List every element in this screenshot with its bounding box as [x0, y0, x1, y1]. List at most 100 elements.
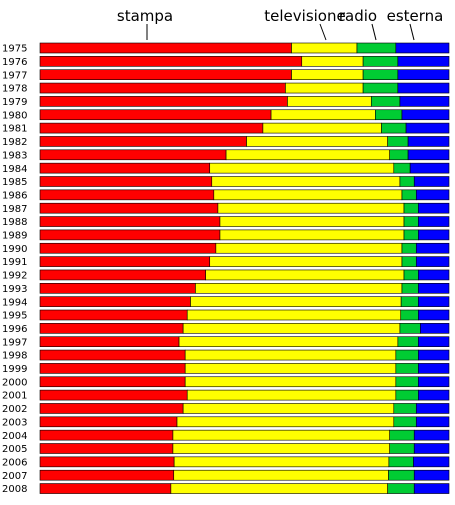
bar-televisione-1997 — [178, 336, 399, 348]
bar-radio-1980 — [375, 109, 403, 121]
bars — [39, 42, 450, 494]
bar-radio-2008 — [387, 483, 415, 494]
bar-radio-1975 — [356, 42, 397, 54]
year-label-1985: 1985 — [2, 177, 27, 188]
bar-esterna-2006 — [413, 456, 450, 468]
bar-esterna-1981 — [405, 122, 450, 134]
bar-televisione-1976 — [301, 56, 364, 67]
bar-radio-2007 — [388, 469, 415, 481]
year-label-2007: 2007 — [2, 471, 27, 482]
year-label-1981: 1981 — [2, 124, 27, 135]
bar-esterna-1990 — [415, 242, 450, 254]
bar-televisione-1995 — [186, 309, 402, 321]
bar-televisione-2005 — [172, 443, 390, 454]
bar-stampa-1990 — [39, 242, 217, 254]
year-label-1987: 1987 — [2, 204, 27, 215]
bar-stampa-2001 — [39, 389, 188, 401]
year-label-1975: 1975 — [2, 44, 27, 55]
bar-esterna-1989 — [418, 229, 450, 241]
bar-televisione-1991 — [209, 256, 403, 267]
bar-radio-1999 — [395, 363, 419, 374]
bar-stampa-1976 — [39, 56, 303, 67]
year-label-1991: 1991 — [2, 257, 27, 268]
bar-radio-1989 — [403, 229, 419, 241]
legend-leader-radio — [371, 23, 377, 41]
year-label-1978: 1978 — [2, 84, 27, 95]
bar-stampa-1993 — [39, 282, 196, 294]
bar-stampa-1978 — [39, 82, 286, 94]
year-label-2005: 2005 — [2, 444, 27, 455]
bar-stampa-2000 — [39, 376, 186, 388]
bar-esterna-2004 — [413, 429, 450, 441]
bar-esterna-1994 — [418, 296, 450, 307]
year-label-1986: 1986 — [2, 190, 27, 201]
bar-esterna-1976 — [397, 56, 450, 67]
bar-televisione-1985 — [211, 176, 401, 187]
bar-esterna-1979 — [399, 96, 450, 107]
legend-label-stampa: stampa — [117, 7, 173, 25]
bar-esterna-1997 — [418, 336, 450, 348]
year-label-1990: 1990 — [2, 244, 27, 255]
year-label-1980: 1980 — [2, 110, 27, 121]
bar-televisione-1990 — [215, 242, 403, 254]
legend-leader-televisione — [319, 23, 327, 41]
bar-stampa-1998 — [39, 349, 186, 361]
bar-televisione-2008 — [170, 483, 388, 494]
year-label-1979: 1979 — [2, 97, 27, 108]
bar-radio-1985 — [399, 176, 415, 187]
bar-radio-2003 — [393, 416, 417, 428]
bar-radio-1988 — [403, 216, 419, 227]
bar-esterna-1982 — [407, 136, 450, 147]
bar-esterna-1978 — [397, 82, 450, 94]
bar-stampa-1997 — [39, 336, 180, 348]
bar-stampa-1991 — [39, 256, 211, 267]
bar-radio-1997 — [397, 336, 419, 348]
bar-radio-1994 — [400, 296, 419, 307]
bar-stampa-1988 — [39, 216, 221, 227]
bar-esterna-2003 — [415, 416, 450, 428]
bar-radio-1993 — [401, 282, 419, 294]
bar-esterna-1980 — [401, 109, 450, 121]
year-label-1996: 1996 — [2, 324, 27, 335]
bar-stampa-1989 — [39, 229, 221, 241]
year-label-1989: 1989 — [2, 231, 27, 242]
legend-label-televisione: televisione — [264, 7, 345, 25]
bar-esterna-1977 — [397, 69, 450, 80]
bar-radio-1995 — [400, 309, 419, 321]
year-label-1994: 1994 — [2, 297, 27, 308]
bar-televisione-1996 — [182, 323, 401, 334]
bar-televisione-2007 — [173, 469, 389, 481]
bar-esterna-1985 — [413, 176, 450, 187]
bar-stampa-2004 — [39, 429, 174, 441]
bar-radio-1998 — [395, 349, 419, 361]
bar-esterna-1996 — [420, 323, 450, 334]
bar-televisione-2003 — [176, 416, 395, 428]
bar-radio-1979 — [370, 96, 401, 107]
bar-esterna-2008 — [413, 483, 450, 494]
bar-stampa-2002 — [39, 403, 184, 414]
bar-esterna-1993 — [418, 282, 450, 294]
year-label-2000: 2000 — [2, 377, 27, 388]
year-label-2002: 2002 — [2, 404, 27, 415]
year-label-1983: 1983 — [2, 150, 27, 161]
bar-stampa-2006 — [39, 456, 175, 468]
bar-televisione-1989 — [219, 229, 405, 241]
bar-esterna-2000 — [418, 376, 450, 388]
legend-leader-esterna — [409, 23, 415, 41]
bar-stampa-2007 — [39, 469, 175, 481]
year-label-2006: 2006 — [2, 457, 27, 468]
bar-televisione-1981 — [262, 122, 382, 134]
bar-esterna-1988 — [418, 216, 450, 227]
bar-stampa-1995 — [39, 309, 188, 321]
bar-radio-2004 — [389, 429, 415, 441]
bar-televisione-1980 — [270, 109, 376, 121]
bar-esterna-1992 — [418, 269, 450, 281]
bar-radio-1976 — [362, 56, 399, 67]
bar-stampa-1996 — [39, 323, 184, 334]
bar-stampa-1983 — [39, 149, 227, 161]
bar-radio-1992 — [403, 269, 419, 281]
bar-radio-2006 — [388, 456, 414, 468]
year-label-2003: 2003 — [2, 417, 27, 428]
bar-televisione-1993 — [195, 282, 403, 294]
